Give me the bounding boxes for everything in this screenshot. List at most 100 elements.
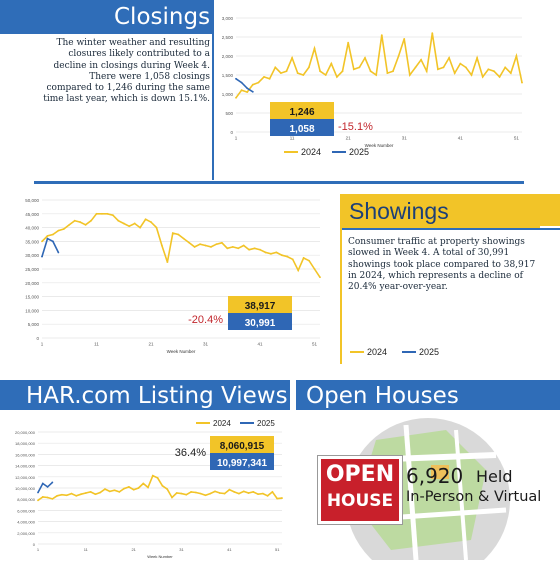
point-2024 <box>46 234 49 237</box>
point-2024 <box>257 493 259 496</box>
point-2024 <box>175 492 178 494</box>
point-2024 <box>128 225 131 228</box>
point-2024 <box>308 66 310 69</box>
point-2024 <box>504 66 507 69</box>
point-2024 <box>291 258 294 261</box>
showings-chart: 0 5,000 10,000 15,000 20,000 25,000 30,000 35,0… <box>10 192 332 370</box>
x-tick-label: 51 <box>514 136 520 141</box>
point-2024 <box>128 485 130 488</box>
series-2025-line <box>235 78 254 93</box>
point-2024 <box>238 492 240 495</box>
y-tick-label: 1,500 <box>222 73 234 78</box>
y-tick-label: 50,000 <box>25 198 39 203</box>
change-percent: -20.4% <box>188 314 223 326</box>
point-2025 <box>251 90 254 93</box>
point-2024 <box>185 493 188 496</box>
openhouse-banner: Open Houses <box>296 380 560 410</box>
point-2024 <box>274 66 277 69</box>
point-2024 <box>251 83 254 86</box>
point-2024 <box>369 70 372 73</box>
y-tick-label: 18,000,000 <box>15 441 36 446</box>
y-tick-label: 16,000,000 <box>15 452 36 457</box>
closings-chart: 0 500 1,000 1,500 2,000 2,500 3,000 1 11 21 31 41 51… <box>214 4 530 180</box>
point-2024 <box>459 62 462 65</box>
point-2024 <box>108 490 111 493</box>
point-2024 <box>37 499 39 502</box>
series-2024-line <box>235 33 523 99</box>
point-2024 <box>302 74 305 76</box>
point-2024 <box>286 255 289 258</box>
x-tick-label: 21 <box>346 136 352 141</box>
y-tick-label: 20,000 <box>25 281 39 286</box>
x-axis-label: Week Number <box>365 143 394 148</box>
point-2024 <box>380 34 383 36</box>
box-2025-value: 10,997,341 <box>217 458 267 469</box>
box-2025-value: 1,058 <box>289 124 314 135</box>
point-2024 <box>271 491 274 493</box>
point-2024 <box>386 72 389 74</box>
point-2024 <box>52 233 54 236</box>
showings-divider <box>340 194 342 364</box>
point-2024 <box>261 492 264 495</box>
point-2024 <box>521 81 523 84</box>
point-2024 <box>276 497 279 500</box>
box-2025 <box>270 119 334 136</box>
point-2025 <box>52 240 54 243</box>
point-2024 <box>41 240 43 243</box>
point-2024 <box>147 486 149 489</box>
point-2024 <box>61 493 63 496</box>
point-2024 <box>263 76 265 78</box>
point-2024 <box>237 247 240 250</box>
series-2025-line <box>37 481 53 493</box>
point-2024 <box>118 491 121 493</box>
point-2024 <box>341 70 344 73</box>
openhouse-title: Open Houses <box>306 383 459 409</box>
x-tick-label: 11 <box>84 547 89 552</box>
point-2024 <box>233 491 236 493</box>
point-2024 <box>313 47 316 50</box>
point-2024 <box>336 76 338 78</box>
y-tick-label: 0 <box>33 542 36 547</box>
box-2024 <box>228 296 292 313</box>
x-tick-label: 21 <box>149 342 155 347</box>
x-tick-label: 1 <box>37 547 40 552</box>
point-2024 <box>65 494 68 497</box>
point-2024 <box>264 251 267 254</box>
point-2024 <box>313 268 316 270</box>
point-2024 <box>509 72 512 74</box>
point-2024 <box>493 70 495 73</box>
showings-title: Showings <box>349 198 449 224</box>
point-2024 <box>117 219 120 222</box>
y-tick-label: 0 <box>36 336 39 341</box>
y-tick-label: 3,000 <box>222 16 234 21</box>
point-2024 <box>487 68 490 71</box>
closings-title: Closings <box>114 4 211 30</box>
x-tick-label: 21 <box>131 547 136 552</box>
point-2024 <box>166 261 169 263</box>
legend-2024-label: 2024 <box>213 419 231 428</box>
x-tick-label: 51 <box>275 547 280 552</box>
y-tick-label: 500 <box>225 111 233 116</box>
y-tick-label: 8,000,000 <box>17 497 36 502</box>
point-2024 <box>308 259 310 262</box>
openhouse-count: 6,920 <box>406 464 464 488</box>
x-tick-label: 11 <box>94 342 99 347</box>
point-2024 <box>231 246 234 248</box>
box-2024 <box>270 102 334 119</box>
y-tick-label: 2,000 <box>222 54 234 59</box>
sign-line1: OPEN <box>325 462 395 487</box>
point-2024 <box>144 218 147 221</box>
point-2025 <box>240 81 243 84</box>
point-2024 <box>253 247 256 250</box>
point-2024 <box>431 32 434 35</box>
point-2024 <box>95 212 98 215</box>
point-2024 <box>182 237 185 240</box>
views-banner: HAR.com Listing Views <box>0 380 290 410</box>
showings-banner: Showings <box>342 194 560 226</box>
x-tick-label: 11 <box>290 136 295 141</box>
point-2024 <box>240 89 243 92</box>
point-2024 <box>268 77 271 80</box>
point-2024 <box>151 474 154 477</box>
series-2024-line <box>41 212 321 278</box>
point-2024 <box>41 496 44 498</box>
